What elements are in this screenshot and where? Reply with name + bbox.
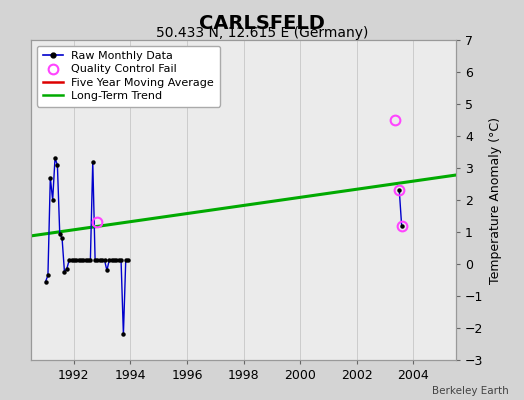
Text: CARLSFELD: CARLSFELD (199, 14, 325, 33)
Legend: Raw Monthly Data, Quality Control Fail, Five Year Moving Average, Long-Term Tren: Raw Monthly Data, Quality Control Fail, … (37, 46, 220, 107)
Text: 50.433 N, 12.615 E (Germany): 50.433 N, 12.615 E (Germany) (156, 26, 368, 40)
Y-axis label: Temperature Anomaly (°C): Temperature Anomaly (°C) (489, 116, 502, 284)
Text: Berkeley Earth: Berkeley Earth (432, 386, 508, 396)
